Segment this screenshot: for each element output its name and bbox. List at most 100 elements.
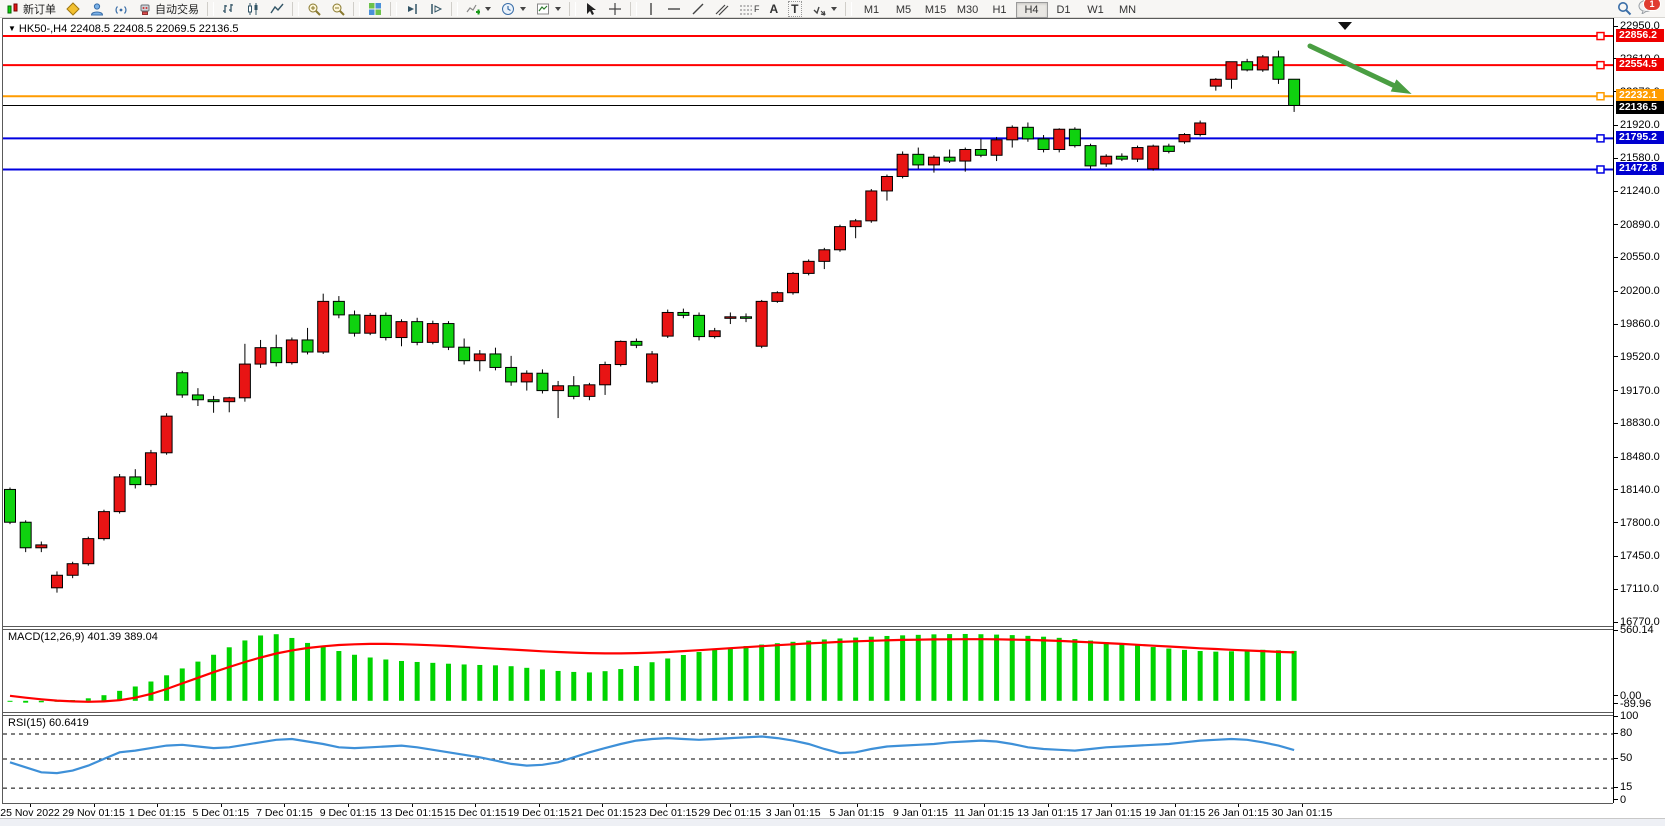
text-label-button[interactable]: T	[784, 0, 805, 17]
candle[interactable]	[599, 361, 612, 395]
text-button[interactable]: A	[766, 1, 783, 17]
price-line-handle[interactable]	[1596, 165, 1605, 174]
candle[interactable]	[35, 541, 48, 553]
candle[interactable]	[473, 350, 486, 372]
zoom-out-button[interactable]	[327, 1, 349, 17]
candle[interactable]	[646, 351, 659, 384]
symbol-collapse-icon[interactable]: ▼	[8, 24, 16, 33]
templates-button[interactable]	[532, 1, 565, 17]
timeframe-button-H1[interactable]: H1	[992, 3, 1007, 16]
candle[interactable]	[458, 338, 471, 365]
candle[interactable]	[191, 388, 204, 407]
candle[interactable]	[129, 469, 142, 489]
price-line-handle[interactable]	[1596, 31, 1605, 41]
candle[interactable]	[1147, 144, 1160, 171]
candle[interactable]	[317, 293, 330, 354]
rsi-panel[interactable]	[3, 714, 1614, 804]
candle[interactable]	[614, 340, 627, 367]
candle[interactable]	[4, 487, 16, 525]
candle[interactable]	[1021, 122, 1034, 142]
down-triangle-marker[interactable]	[1338, 22, 1352, 30]
candle[interactable]	[489, 347, 502, 371]
arrows-button[interactable]	[808, 1, 841, 17]
candle[interactable]	[1068, 127, 1081, 148]
autotrade-button[interactable]: 自动交易	[134, 1, 203, 17]
candle[interactable]	[708, 327, 721, 339]
horizontal-line-button[interactable]	[663, 1, 685, 17]
new-order-button[interactable]: 新订单	[2, 1, 60, 17]
timeframe-button-D1[interactable]: D1	[1056, 3, 1071, 16]
trend-arrow[interactable]	[1307, 43, 1412, 94]
candle[interactable]	[520, 370, 533, 391]
candle[interactable]	[990, 136, 1003, 162]
candlestick-button[interactable]	[242, 1, 264, 17]
panel-separator[interactable]	[3, 626, 1614, 630]
candle[interactable]	[1053, 128, 1066, 153]
candle[interactable]	[223, 396, 236, 413]
candle[interactable]	[19, 520, 32, 553]
candle[interactable]	[442, 321, 455, 351]
candle[interactable]	[818, 247, 831, 270]
market-depth-button[interactable]	[62, 1, 84, 17]
chart-area[interactable]: ▼ HK50-,H4 22408.5 22408.5 22069.5 22136.…	[2, 18, 1614, 804]
candle[interactable]	[630, 338, 643, 349]
timeframe-button-M30[interactable]: M30	[956, 3, 979, 16]
candle[interactable]	[552, 380, 565, 419]
candle[interactable]	[1256, 54, 1269, 72]
candle[interactable]	[1006, 125, 1019, 148]
community-button[interactable]	[86, 1, 108, 17]
candle[interactable]	[567, 376, 580, 400]
candle[interactable]	[661, 309, 674, 339]
candle[interactable]	[693, 312, 706, 341]
candle[interactable]	[740, 313, 753, 323]
line-chart-button[interactable]	[266, 1, 288, 17]
candle[interactable]	[724, 312, 737, 325]
candle[interactable]	[1209, 78, 1222, 91]
candle[interactable]	[144, 449, 157, 487]
candle[interactable]	[379, 312, 392, 341]
price-line-handle[interactable]	[1596, 134, 1605, 143]
bar-chart-button[interactable]	[218, 1, 240, 17]
candle[interactable]	[426, 320, 439, 345]
candle[interactable]	[238, 343, 251, 402]
price-line-handle[interactable]	[1596, 91, 1605, 101]
candle[interactable]	[943, 149, 956, 163]
candle[interactable]	[301, 327, 314, 355]
candle[interactable]	[270, 334, 283, 367]
candle[interactable]	[536, 369, 549, 394]
chat-button[interactable]: 1	[1638, 0, 1661, 19]
candle[interactable]	[1178, 133, 1191, 144]
macd-panel[interactable]	[3, 628, 1614, 712]
timeframe-button-H4[interactable]: H4	[1015, 1, 1048, 18]
candle[interactable]	[802, 259, 815, 276]
candle[interactable]	[755, 299, 768, 349]
search-button[interactable]	[1613, 1, 1636, 17]
candle[interactable]	[207, 395, 220, 413]
timeframe-button-M1[interactable]: M1	[863, 3, 880, 16]
candle[interactable]	[1115, 153, 1128, 162]
timeframe-button-M5[interactable]: M5	[895, 3, 912, 16]
price-scale[interactable]: 22950.022610.022270.021920.021580.021240…	[1613, 18, 1665, 806]
candle[interactable]	[849, 218, 862, 239]
candle[interactable]	[332, 296, 345, 319]
timeframe-button-W1[interactable]: W1	[1087, 3, 1104, 16]
indicators-button[interactable]	[462, 1, 495, 17]
auto-scroll-button[interactable]	[401, 1, 423, 17]
candle[interactable]	[677, 308, 690, 319]
periods-button[interactable]	[497, 1, 530, 17]
candle[interactable]	[97, 509, 110, 541]
tile-windows-button[interactable]	[364, 1, 386, 17]
candle[interactable]	[1162, 143, 1175, 154]
candle[interactable]	[348, 310, 361, 337]
candle[interactable]	[82, 536, 95, 566]
candle[interactable]	[833, 224, 846, 252]
candle[interactable]	[285, 337, 298, 365]
candle[interactable]	[364, 312, 377, 336]
fibonacci-button[interactable]: F	[735, 1, 764, 17]
candle[interactable]	[912, 147, 925, 169]
cursor-button[interactable]	[580, 1, 602, 17]
candle[interactable]	[865, 189, 878, 223]
candle[interactable]	[771, 291, 784, 303]
candle[interactable]	[254, 339, 267, 368]
zoom-in-button[interactable]	[303, 1, 325, 17]
